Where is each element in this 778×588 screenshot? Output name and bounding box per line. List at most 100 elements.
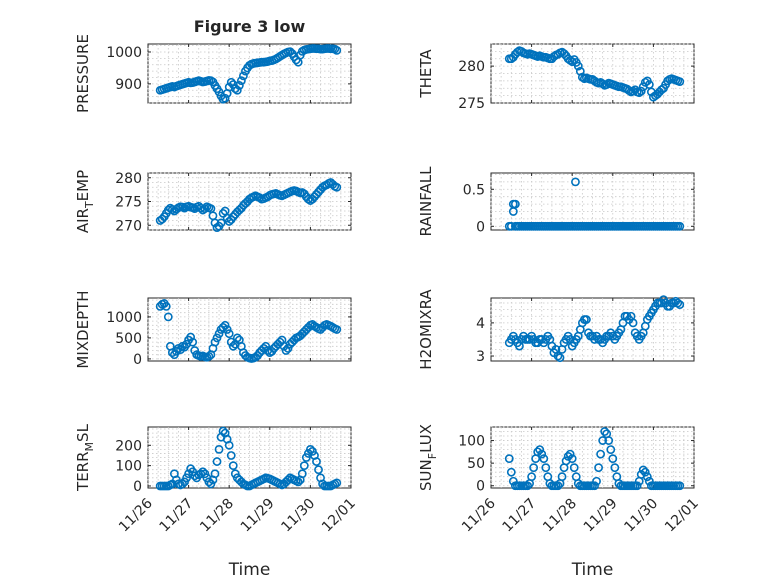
data-point bbox=[214, 444, 224, 454]
y-tick-label: 0.5 bbox=[463, 182, 485, 198]
data-point bbox=[598, 79, 608, 89]
data-point bbox=[283, 475, 293, 485]
data-point bbox=[675, 221, 685, 231]
data-point bbox=[232, 333, 242, 343]
data-point bbox=[228, 80, 238, 89]
data-point bbox=[567, 57, 577, 67]
x-tick-label: 11/29 bbox=[581, 496, 621, 536]
data-point bbox=[214, 87, 224, 97]
y-axis-label: RAINFALL bbox=[417, 166, 435, 237]
data-point bbox=[299, 461, 309, 471]
data-point bbox=[602, 80, 612, 89]
data-point bbox=[510, 199, 520, 209]
y-tick-label: 3 bbox=[476, 349, 485, 365]
y-axis-label: H2OMIXRA bbox=[417, 289, 435, 370]
data-point bbox=[571, 177, 580, 187]
y-tick-label: 0 bbox=[133, 479, 142, 495]
data-point bbox=[640, 467, 650, 477]
data-point bbox=[196, 469, 206, 479]
y-tick-label: 1000 bbox=[106, 310, 142, 326]
data-point bbox=[232, 85, 242, 95]
data-point bbox=[529, 463, 539, 473]
panel-rainfall: 0 0.5 RAINFALL bbox=[417, 166, 695, 237]
data-point bbox=[332, 182, 342, 192]
y-tick-label: 0 bbox=[476, 479, 485, 495]
data-point bbox=[214, 329, 224, 339]
y-tick-label: 200 bbox=[115, 438, 142, 454]
data-point bbox=[573, 61, 583, 71]
data-point bbox=[234, 81, 244, 90]
data-point bbox=[212, 333, 222, 343]
data-point bbox=[212, 457, 222, 466]
data-point bbox=[628, 86, 638, 96]
y-tick-label: 275 bbox=[115, 195, 142, 211]
data-point bbox=[632, 481, 642, 491]
data-point bbox=[541, 463, 551, 473]
data-point bbox=[228, 461, 238, 471]
x-tick-label: 11/26 bbox=[116, 495, 156, 535]
data-point bbox=[557, 472, 567, 482]
data-point bbox=[596, 449, 606, 459]
y-tick-label: 270 bbox=[115, 218, 142, 234]
x-tick-label: 11/30 bbox=[621, 496, 661, 536]
y-tick-label: 500 bbox=[115, 331, 142, 347]
data-point bbox=[200, 204, 210, 214]
data-point bbox=[565, 449, 575, 459]
data-point bbox=[636, 86, 646, 96]
data-point bbox=[224, 440, 234, 450]
data-point bbox=[600, 427, 610, 436]
data-point bbox=[178, 479, 187, 489]
axes-box bbox=[490, 426, 695, 489]
y-tick-label: 1000 bbox=[106, 45, 142, 61]
data-point bbox=[261, 341, 271, 351]
data-point bbox=[163, 312, 173, 322]
panel-air_temp: 270 275 280 AIRTEMP bbox=[74, 170, 352, 234]
y-axis-label: PRESSURE bbox=[74, 34, 92, 113]
data-point bbox=[553, 351, 563, 361]
y-axis-label: AIRTEMP bbox=[74, 170, 96, 233]
panel-pressure: 900 1000 PRESSURE Figure 3 low bbox=[74, 17, 352, 113]
data-point bbox=[592, 476, 601, 486]
data-point bbox=[210, 337, 220, 347]
data-point bbox=[204, 351, 214, 361]
data-point bbox=[553, 481, 563, 491]
y-axis-label: THETA bbox=[417, 49, 435, 99]
data-point bbox=[312, 457, 321, 466]
data-point bbox=[218, 426, 228, 436]
x-axis-label: Time bbox=[228, 560, 271, 580]
data-point bbox=[606, 445, 616, 454]
data-point bbox=[555, 353, 565, 363]
data-point bbox=[314, 465, 323, 475]
data-point bbox=[297, 469, 307, 479]
y-tick-label: 100 bbox=[458, 434, 485, 450]
data-point bbox=[675, 481, 685, 491]
data-point bbox=[642, 472, 652, 482]
data-point bbox=[293, 477, 303, 487]
y-axis-label: SUNFLUX bbox=[417, 424, 439, 491]
data-point bbox=[239, 71, 248, 81]
data-point bbox=[222, 325, 232, 334]
data-point bbox=[186, 332, 196, 342]
data-point bbox=[610, 463, 620, 473]
data-point bbox=[634, 88, 644, 98]
data-point bbox=[582, 315, 591, 324]
data-point bbox=[228, 341, 238, 351]
data-point bbox=[628, 318, 638, 328]
data-point bbox=[604, 436, 614, 445]
y-tick-label: 4 bbox=[476, 316, 485, 332]
data-point bbox=[539, 454, 549, 464]
data-point bbox=[638, 465, 648, 475]
data-point bbox=[332, 478, 342, 488]
data-point bbox=[210, 469, 220, 479]
x-tick-label: 12/01 bbox=[319, 496, 359, 536]
data-point bbox=[504, 454, 514, 464]
data-point bbox=[506, 221, 516, 231]
y-tick-label: 280 bbox=[115, 171, 142, 187]
panel-terr_msl: 11/26 11/27 11/28 11/29 11/30 12/01 0 100 200 TER… bbox=[74, 423, 359, 580]
data-point bbox=[224, 329, 234, 339]
data-point bbox=[608, 454, 618, 464]
x-tick-label: 11/27 bbox=[500, 496, 540, 536]
x-tick-label: 11/27 bbox=[157, 496, 197, 536]
data-point bbox=[157, 214, 167, 224]
